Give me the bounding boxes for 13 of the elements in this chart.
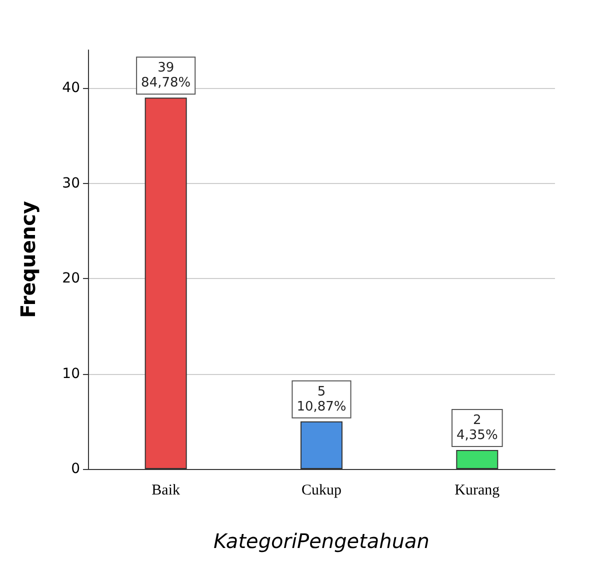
y-tick-label: 30 <box>62 175 80 192</box>
x-tick-label: Kurang <box>454 482 500 498</box>
y-tick-label: 10 <box>62 366 80 382</box>
data-label: 2 4,35% <box>456 412 498 443</box>
data-label: 39 84,78% <box>141 60 191 91</box>
y-tick-label: 20 <box>62 270 80 287</box>
data-label: 5 10,87% <box>296 384 346 414</box>
x-axis-title: KategoriPengetahuan <box>214 529 430 553</box>
x-tick-label: Cukup <box>301 482 342 498</box>
y-tick-label: 40 <box>62 80 80 96</box>
x-tick-label: Baik <box>152 482 180 498</box>
y-tick-label: 0 <box>71 461 80 477</box>
y-axis-title: Frequency <box>16 200 40 318</box>
